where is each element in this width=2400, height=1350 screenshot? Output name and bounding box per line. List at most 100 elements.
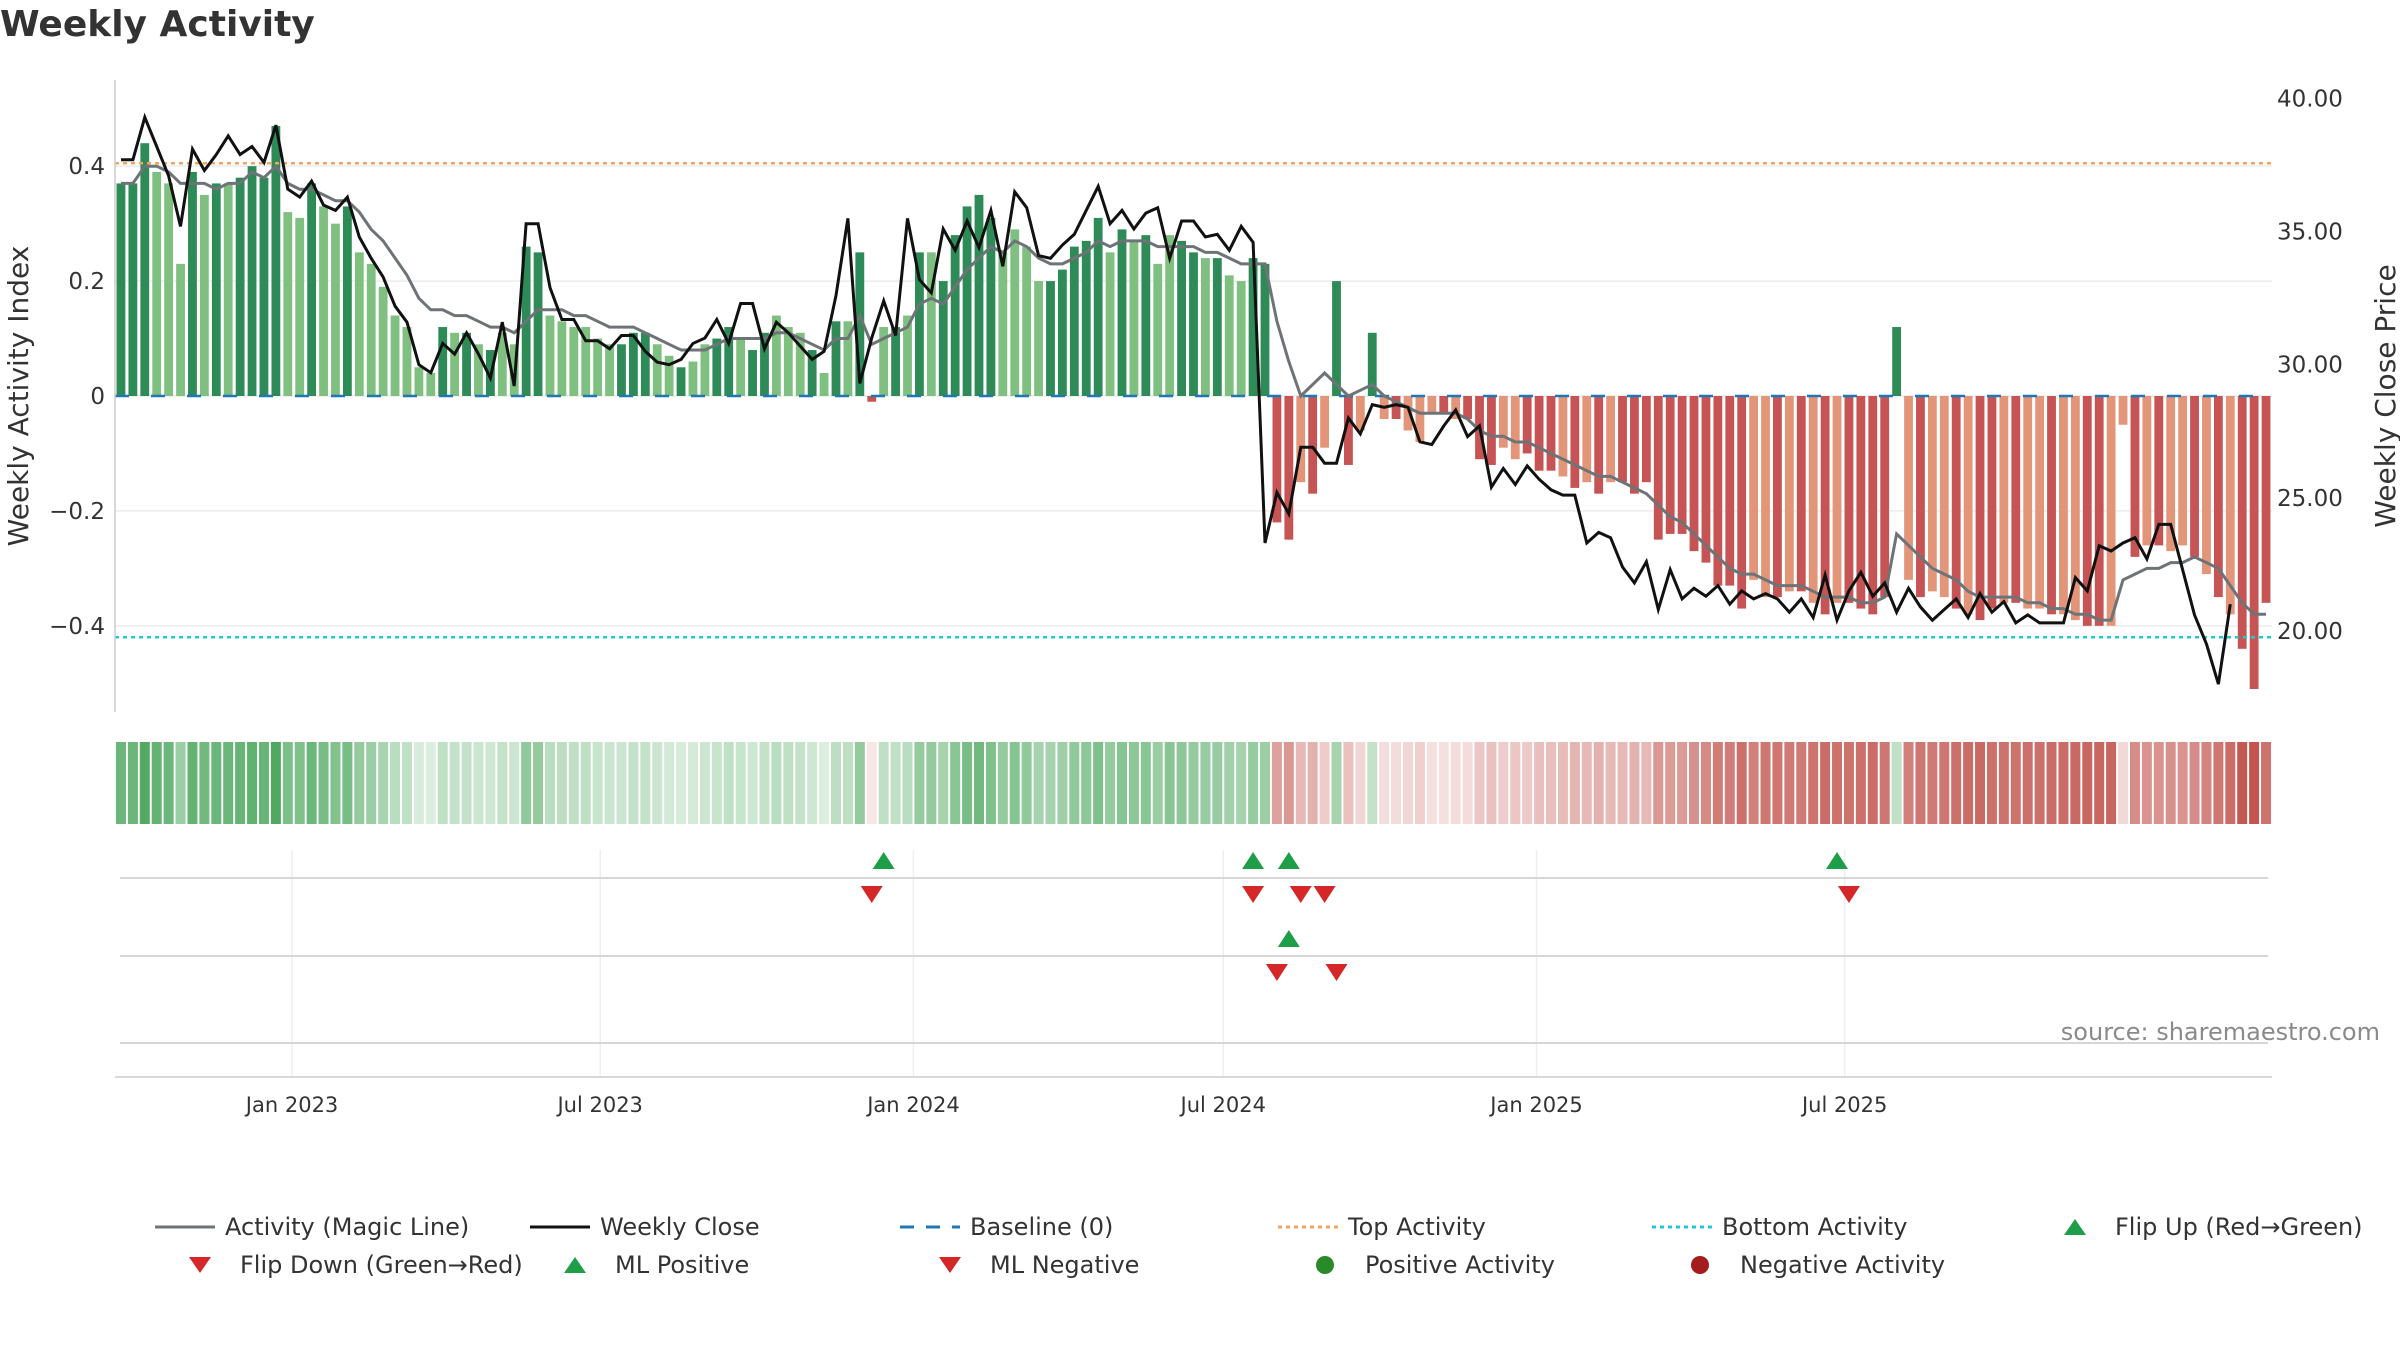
x-tick-label: Jan 2025 [1488,1093,1583,1117]
heat-cell [1689,742,1700,824]
legend-line-black-icon [530,1225,590,1229]
activity-bar [1927,396,1937,592]
heat-cell [1319,742,1330,824]
activity-bar [1022,246,1032,396]
activity-bar [1784,396,1794,592]
legend-label: Bottom Activity [1722,1213,1908,1241]
activity-bar [1141,235,1151,396]
heat-cell [1546,742,1557,824]
activity-bar [1284,396,1294,540]
activity-bar [1201,258,1210,396]
activity-bar [378,286,388,396]
legend-label: Positive Activity [1365,1251,1555,1279]
heat-cell [1128,742,1139,824]
legend-triangle-down-red-icon [189,1257,211,1273]
series-lines [121,112,2266,685]
heat-cell [1832,742,1843,824]
activity-bar [1093,217,1103,396]
y2-axis-title: Weekly Close Price [2369,264,2400,527]
legend-label: ML Positive [615,1251,750,1279]
activity-bar [2011,396,2021,603]
heat-cell [962,742,973,824]
ml-negative-marker [1265,964,1288,981]
legend-item: ML Positive [545,1251,749,1279]
heat-cell [2106,742,2117,824]
heat-cell [1736,742,1747,824]
heat-cell [330,742,341,824]
flip-down-marker [1242,886,1265,903]
activity-bar [2237,396,2247,649]
y2-tick-label: 25.00 [2277,486,2343,512]
activity-bar [247,166,257,396]
heat-cell [1379,742,1390,824]
heat-cell [1986,742,1997,824]
activity-heat-strip [115,742,2272,824]
heat-cell [1772,742,1783,824]
heat-cell [914,742,925,824]
activity-bar [1975,396,1985,621]
heat-cell [1176,742,1187,824]
flip-up-marker [1826,852,1849,869]
activity-bar [1749,396,1759,580]
activity-bar [891,327,900,396]
heat-cell [830,742,841,824]
activity-bar [1725,396,1735,586]
activity-bar [605,344,614,396]
heat-cell [2082,742,2093,824]
heat-cell [1915,742,1926,824]
heat-cell [1879,742,1890,824]
heat-cell [985,742,996,824]
legend-item: Activity (Magic Line) [155,1213,469,1241]
heat-cell [1855,742,1866,824]
heat-cell [1200,742,1211,824]
heat-cell [1081,742,1092,824]
activity-bar [1796,396,1806,592]
heat-cell [2129,742,2140,824]
activity-bar [628,332,638,396]
activity-bar [724,327,734,396]
heat-cell [282,742,293,824]
legend-triangle-down-red-icon [939,1257,961,1273]
activity-bar [533,252,543,396]
heat-cell [485,742,496,824]
heat-cell [2237,742,2248,824]
activity-bar [1665,396,1675,534]
y-tick-label: 0 [90,384,105,410]
heat-cell [2118,742,2129,824]
heat-cell [2046,742,2057,824]
heat-cell [2153,742,2164,824]
activity-bar [1046,281,1055,396]
activity-bar [2106,396,2116,626]
flip-down-marker [860,886,883,903]
activity-bar [1463,396,1473,419]
heat-cell [997,742,1008,824]
heat-cell [1093,742,1104,824]
heat-cell [926,742,937,824]
heat-cell [1462,742,1473,824]
activity-bar [1189,252,1198,396]
activity-bar [938,281,948,396]
heat-cell [628,742,639,824]
heat-cell [2201,742,2212,824]
heat-cell [1927,742,1938,824]
activity-bar [998,252,1008,396]
activity-bar [2082,396,2092,626]
activity-bar [1987,396,1997,609]
legend-circle-darkred-icon [1691,1256,1709,1274]
activity-bar [688,361,698,396]
heat-cell [568,742,579,824]
heat-cell [973,742,984,824]
activity-bar [1677,396,1687,534]
heat-cell [497,742,508,824]
heat-cell [1796,742,1807,824]
activity-bar [2261,396,2271,603]
heat-cell [866,742,877,824]
activity-bar [783,327,793,396]
heat-cell [342,742,353,824]
heat-cell [1677,742,1688,824]
heat-cell [1367,742,1378,824]
activity-bar [2202,396,2211,575]
activity-bar [1618,396,1627,483]
activity-bar [1439,396,1449,414]
heat-cell [676,742,687,824]
